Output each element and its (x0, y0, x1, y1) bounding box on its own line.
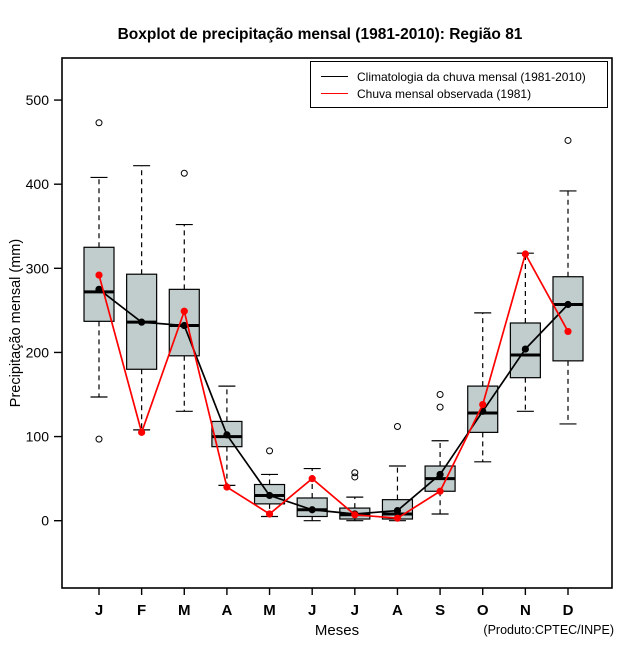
legend-label-climatology: Climatologia da chuva mensal (1981-2010) (357, 69, 586, 84)
x-axis-label: Meses (314, 622, 360, 639)
outlier-point-6 (351, 473, 359, 481)
climatology-point-7 (393, 507, 402, 515)
chart-title: Boxplot de precipitação mensal (1981-201… (117, 26, 523, 43)
box-11 (552, 276, 584, 362)
x-tick-label: J (351, 602, 359, 619)
outlier-point-0 (95, 119, 103, 127)
x-tick-label: M (178, 602, 191, 619)
y-tick-label: 0 (41, 513, 49, 529)
outlier-point-11 (564, 136, 572, 144)
observed-point-7 (393, 514, 402, 522)
y-axis-label: Precipitação mensal (mm) (8, 238, 24, 408)
observed-point-3 (223, 483, 231, 491)
legend-label-observed: Chuva mensal observada (1981) (357, 86, 532, 101)
x-tick-label: F (137, 602, 146, 619)
climatology-point-1 (138, 318, 146, 326)
legend-entry-observed: Chuva mensal observada (1981) (321, 85, 599, 102)
outlier-point-2 (180, 169, 188, 177)
x-tick-label: M (263, 602, 276, 619)
climatology-point-3 (223, 431, 231, 439)
outlier-point-6 (351, 469, 359, 477)
x-tick-label: O (477, 602, 489, 619)
climatology-point-10 (521, 345, 529, 353)
climatology-point-0 (95, 285, 103, 293)
plot-border (61, 57, 613, 589)
outlier-point-8 (436, 403, 444, 411)
y-tick-label: 200 (26, 344, 50, 360)
outlier-point-8 (436, 391, 444, 399)
climatology-point-4 (265, 491, 274, 500)
observed-point-6 (351, 511, 359, 519)
climatology-line-swatch (321, 76, 348, 77)
outlier-point-7 (393, 422, 401, 430)
climatology-line (98, 288, 569, 515)
x-tick-label: J (95, 602, 103, 619)
observed-point-10 (521, 250, 529, 258)
observed-point-0 (95, 271, 103, 279)
y-tick-label: 100 (26, 429, 50, 445)
observed-point-11 (564, 327, 572, 336)
x-tick-label: D (563, 602, 574, 619)
y-tick-label: 400 (26, 176, 50, 192)
observed-point-9 (479, 401, 487, 409)
observed-point-1 (138, 428, 146, 436)
outlier-point-0 (95, 435, 103, 443)
chart-legend: Climatologia da chuva mensal (1981-2010)… (310, 61, 608, 108)
observed-line (98, 251, 569, 520)
y-tick-label: 300 (26, 260, 50, 276)
observed-point-2 (180, 307, 188, 315)
climatology-point-11 (564, 300, 572, 309)
x-tick-label: J (308, 602, 316, 619)
x-tick-label: S (435, 602, 445, 619)
legend-entry-climatology: Climatologia da chuva mensal (1981-2010) (321, 68, 599, 85)
footnote: (Produto:CPTEC/INPE) (483, 623, 614, 637)
observed-point-8 (436, 487, 444, 495)
x-tick-label: A (392, 602, 403, 619)
climatology-point-5 (308, 506, 316, 514)
observed-point-5 (308, 475, 316, 483)
outlier-point-4 (266, 447, 274, 455)
x-tick-label: A (221, 602, 232, 619)
x-tick-label: N (520, 602, 531, 619)
y-tick-label: 500 (26, 92, 50, 108)
observed-point-4 (265, 510, 274, 518)
climatology-point-8 (436, 470, 444, 479)
box-0 (83, 246, 115, 322)
observed-line-swatch (321, 93, 348, 94)
